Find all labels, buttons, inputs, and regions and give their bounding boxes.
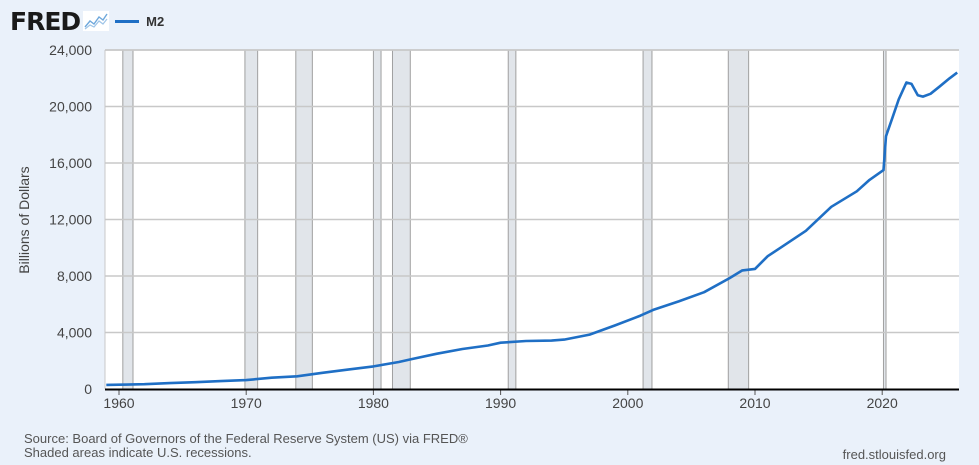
legend-swatch-m2 bbox=[115, 19, 140, 23]
x-axis-ticks: 1960 1970 1980 1990 2000 2010 2020 bbox=[103, 389, 898, 411]
x-tick-label: 2010 bbox=[739, 395, 770, 411]
y-tick-label: 12,000 bbox=[49, 212, 92, 228]
footer-source-block: Source: Board of Governors of the Federa… bbox=[24, 432, 468, 460]
m2-series-line bbox=[106, 71, 958, 387]
chart-header: FRED M2 bbox=[10, 6, 164, 36]
y-tick-label: 8,000 bbox=[57, 268, 92, 284]
x-tick-label: 2000 bbox=[612, 395, 643, 411]
y-tick-label: 24,000 bbox=[49, 42, 92, 58]
y-tick-label: 20,000 bbox=[49, 99, 92, 115]
y-tick-label: 16,000 bbox=[49, 155, 92, 171]
y-axis-label: Billions of Dollars bbox=[16, 166, 32, 273]
x-tick-label: 1980 bbox=[358, 395, 389, 411]
fred-logo[interactable]: FRED bbox=[10, 6, 81, 36]
source-text: Source: Board of Governors of the Federa… bbox=[24, 431, 468, 446]
recession-note: Shaded areas indicate U.S. recessions. bbox=[24, 445, 252, 460]
site-link[interactable]: fred.stlouisfed.org bbox=[842, 447, 946, 462]
x-tick-label: 1990 bbox=[485, 395, 516, 411]
x-tick-label: 2020 bbox=[867, 395, 898, 411]
y-tick-label: 0 bbox=[84, 381, 92, 397]
line-chart-icon bbox=[83, 11, 110, 31]
legend-label-m2: M2 bbox=[146, 13, 165, 29]
y-tick-label: 4,000 bbox=[57, 325, 92, 341]
x-tick-label: 1970 bbox=[231, 395, 262, 411]
x-tick-label: 1960 bbox=[103, 395, 134, 411]
y-axis-ticks: 0 4,000 8,000 12,000 16,000 20,000 24,000 bbox=[49, 42, 92, 397]
legend: M2 bbox=[115, 14, 164, 29]
